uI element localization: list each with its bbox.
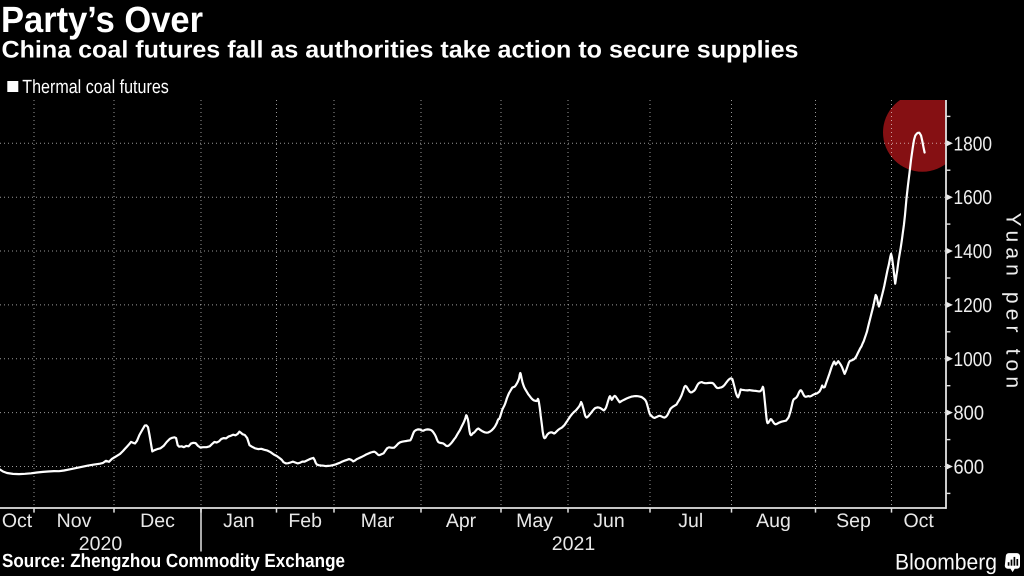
svg-text:1200: 1200: [954, 295, 993, 317]
svg-text:Thermal coal futures: Thermal coal futures: [22, 77, 169, 98]
svg-text:Mar: Mar: [361, 510, 395, 532]
svg-text:Jun: Jun: [593, 510, 624, 532]
svg-text:Jul: Jul: [678, 510, 703, 532]
svg-text:1600: 1600: [954, 187, 993, 209]
svg-text:Feb: Feb: [288, 510, 322, 532]
svg-text:1400: 1400: [954, 241, 993, 263]
svg-text:Jan: Jan: [223, 510, 254, 532]
svg-text:Bloomberg: Bloomberg: [895, 550, 997, 575]
svg-text:Aug: Aug: [756, 510, 791, 532]
svg-text:Dec: Dec: [140, 510, 175, 532]
svg-text:2020: 2020: [79, 533, 123, 555]
svg-text:Yuan per ton: Yuan per ton: [1002, 213, 1024, 389]
svg-text:Sep: Sep: [836, 510, 871, 532]
svg-text:800: 800: [954, 403, 985, 425]
svg-text:Apr: Apr: [446, 510, 477, 532]
svg-text:2021: 2021: [552, 533, 595, 555]
svg-text:1000: 1000: [954, 349, 993, 371]
svg-text:Oct: Oct: [2, 510, 33, 532]
svg-text:May: May: [516, 510, 553, 532]
svg-text:Nov: Nov: [57, 510, 92, 532]
svg-text:Party’s Over: Party’s Over: [1, 0, 203, 40]
svg-text:China coal futures fall as aut: China coal futures fall as authorities t…: [2, 36, 799, 63]
svg-text:1800: 1800: [954, 133, 993, 155]
svg-text:Oct: Oct: [904, 510, 935, 532]
svg-text:600: 600: [954, 457, 985, 479]
svg-text:Source: Zhengzhou Commodity Ex: Source: Zhengzhou Commodity Exchange: [2, 551, 345, 572]
